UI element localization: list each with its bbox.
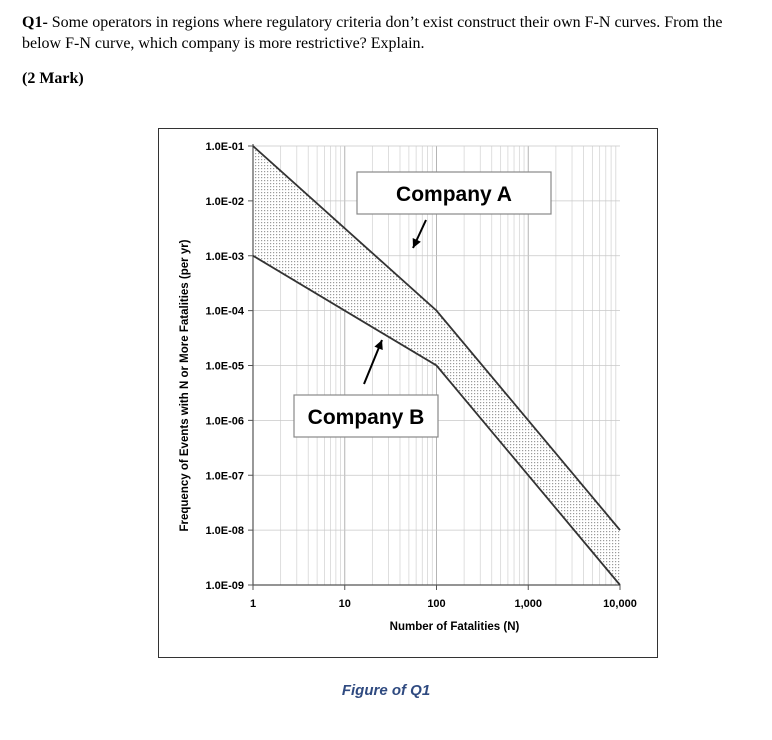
question-marks: (2 Mark) <box>22 70 84 87</box>
y-tick-label: 1.0E-07 <box>205 470 244 482</box>
y-tick-label: 1.0E-04 <box>205 306 244 318</box>
arrowhead-icon <box>374 340 383 351</box>
x-axis-label: Number of Fatalities (N) <box>390 621 520 633</box>
y-tick-label: 1.0E-01 <box>205 141 244 153</box>
y-tick-label: 1.0E-06 <box>205 415 244 427</box>
y-tick-label: 1.0E-05 <box>205 361 244 373</box>
question-body: Some operators in regions where regulato… <box>22 14 723 52</box>
x-tick-label: 1 <box>250 598 256 610</box>
question-text: Q1- Some operators in regions where regu… <box>22 12 762 54</box>
series-line-company-a <box>252 145 621 531</box>
x-tick-label: 10 <box>339 598 351 610</box>
callout-box <box>356 171 552 215</box>
y-tick-label: 1.0E-08 <box>205 525 244 537</box>
x-tick-label: 1,000 <box>514 598 542 610</box>
series-line-company-b <box>252 254 621 586</box>
callout-label: Company A <box>396 183 512 206</box>
question-number: Q1- <box>22 14 48 31</box>
x-tick-label: 10,000 <box>603 598 637 610</box>
y-axis-label: Frequency of Events with N or More Fatal… <box>179 239 191 531</box>
x-tick-label: 100 <box>427 598 445 610</box>
arrowhead-icon <box>412 237 421 248</box>
callout-box <box>293 394 439 438</box>
y-tick-label: 1.0E-09 <box>205 580 244 592</box>
callout-label: Company B <box>308 406 425 429</box>
y-tick-label: 1.0E-02 <box>205 196 244 208</box>
figure-caption: Figure of Q1 <box>341 682 431 699</box>
y-tick-label: 1.0E-03 <box>205 251 244 263</box>
